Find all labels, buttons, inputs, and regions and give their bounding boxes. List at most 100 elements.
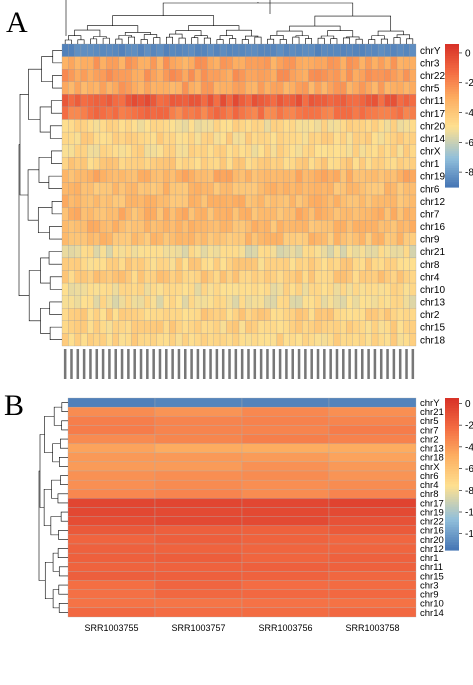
heatmap-a-cell: [257, 119, 265, 133]
heatmap-a-cell: [163, 131, 170, 145]
heatmap-a-cell: [106, 69, 113, 82]
heatmap-a-cell: [283, 194, 290, 208]
heatmap-a-colorbar-segment: [445, 125, 459, 129]
heatmap-a-colorbar-segment: [445, 129, 459, 133]
heatmap-a-cell: [302, 245, 309, 259]
heatmap-b-colorbar-label: -10: [465, 508, 473, 519]
heatmap-a-cell: [80, 182, 88, 196]
heatmap-a-cell: [207, 169, 214, 183]
heatmap-a-cell: [321, 320, 328, 334]
heatmap-a-colorbar-segment: [445, 134, 459, 138]
heatmap-a-cell: [99, 320, 107, 334]
heatmap-a-cell: [112, 207, 120, 221]
heatmap-a-cell: [251, 144, 259, 158]
heatmap-b-colorbar-segment: [445, 418, 459, 422]
heatmap-a-cell: [289, 257, 297, 271]
heatmap-a-cell: [118, 119, 126, 133]
heatmap-a-cell: [163, 245, 170, 259]
heatmap-a-cell: [314, 94, 322, 108]
heatmap-a-column-tick-label: [379, 349, 383, 379]
heatmap-a-cell: [118, 194, 126, 208]
heatmap-a-cell: [181, 169, 189, 183]
heatmap-a-cell: [314, 270, 322, 284]
heatmap-a-cell: [232, 232, 240, 246]
heatmap-a-cell: [308, 69, 315, 82]
heatmap-a-cell: [276, 245, 284, 259]
heatmap-a-cell: [257, 131, 265, 145]
heatmap-a-cell: [276, 169, 284, 183]
heatmap-b-column-label: SRR1003757: [171, 623, 225, 633]
heatmap-a-cell: [137, 282, 145, 296]
heatmap-a-cell: [384, 308, 391, 321]
heatmap-a-cell: [125, 106, 132, 120]
heatmap-a-cell: [321, 245, 328, 259]
heatmap-a-cell: [188, 282, 195, 296]
heatmap-a-cell: [289, 56, 297, 70]
heatmap-a-cell: [194, 169, 202, 183]
heatmap-a-cell: [377, 257, 385, 271]
heatmap-a-cell: [384, 333, 391, 347]
heatmap-a-cell: [156, 69, 164, 82]
heatmap-a-cell: [403, 56, 410, 70]
heatmap-a-cell: [289, 69, 297, 82]
heatmap-a-cell: [219, 119, 227, 133]
heatmap-a-cell: [314, 194, 322, 208]
heatmap-a-cell: [131, 220, 138, 233]
heatmap-a-dendrogram-branch: [124, 32, 151, 36]
heatmap-a-cell: [131, 106, 138, 120]
heatmap-a-cell: [106, 257, 113, 271]
heatmap-a-cell: [61, 220, 69, 233]
heatmap-a-cell: [257, 106, 265, 120]
heatmap-a-cell: [118, 245, 126, 259]
heatmap-a-cell: [200, 245, 208, 259]
heatmap-a-cell: [295, 56, 303, 70]
heatmap-a-cell: [302, 232, 309, 246]
heatmap-a-cell: [352, 257, 360, 271]
heatmap-a-cell: [188, 81, 195, 95]
heatmap-b-colorbar-segment: [445, 499, 459, 503]
heatmap-a-column-tick-label: [367, 349, 370, 379]
heatmap-a-cell: [340, 81, 347, 95]
heatmap-a-cell: [390, 81, 398, 95]
heatmap-a-cell: [118, 56, 126, 70]
heatmap-a-cell: [403, 270, 410, 284]
heatmap-a-cell: [245, 169, 252, 183]
heatmap-a-colorbar-segment: [445, 98, 459, 102]
heatmap-a-cell: [295, 131, 303, 145]
heatmap-a-cell: [68, 333, 75, 347]
heatmap-b-cell: [241, 452, 330, 463]
heatmap-a-cell: [371, 207, 379, 221]
heatmap-b-cell: [67, 434, 156, 444]
heatmap-a-cell: [314, 144, 322, 158]
heatmap-a-cell: [302, 333, 309, 347]
heatmap-a-colorbar-segment: [445, 101, 459, 105]
heatmap-a-cell: [377, 333, 385, 347]
heatmap-a-cell: [131, 270, 138, 284]
heatmap-a-cell: [257, 182, 265, 196]
heatmap-a-cell: [257, 56, 265, 70]
heatmap-a-cell: [125, 270, 132, 284]
heatmap-a-cell: [188, 220, 195, 233]
heatmap-a-cell: [156, 119, 164, 133]
heatmap-a-cell: [200, 157, 208, 170]
heatmap-a-cell: [125, 207, 132, 221]
heatmap-a-cell: [175, 194, 183, 208]
heatmap-a-cell: [188, 94, 195, 108]
heatmap-a-cell: [302, 207, 309, 221]
heatmap-a-cell: [245, 43, 252, 57]
heatmap-a-cell: [264, 270, 271, 284]
heatmap-a-cell: [371, 131, 379, 145]
heatmap-b-cell: [154, 425, 243, 435]
heatmap-a-cell: [226, 131, 233, 145]
heatmap-a-cell: [371, 257, 379, 271]
heatmap-a-cell: [390, 94, 398, 108]
heatmap-a-cell: [308, 308, 315, 321]
heatmap-a-cell: [396, 144, 404, 158]
heatmap-a-cell: [163, 169, 170, 183]
heatmap-a-colorbar-segment: [445, 136, 459, 140]
heatmap-a-cell: [144, 333, 151, 347]
heatmap-a-cell: [61, 69, 69, 82]
heatmap-a-cell: [409, 282, 417, 296]
heatmap-a-cell: [232, 81, 240, 95]
heatmap-a-cell: [125, 220, 132, 233]
